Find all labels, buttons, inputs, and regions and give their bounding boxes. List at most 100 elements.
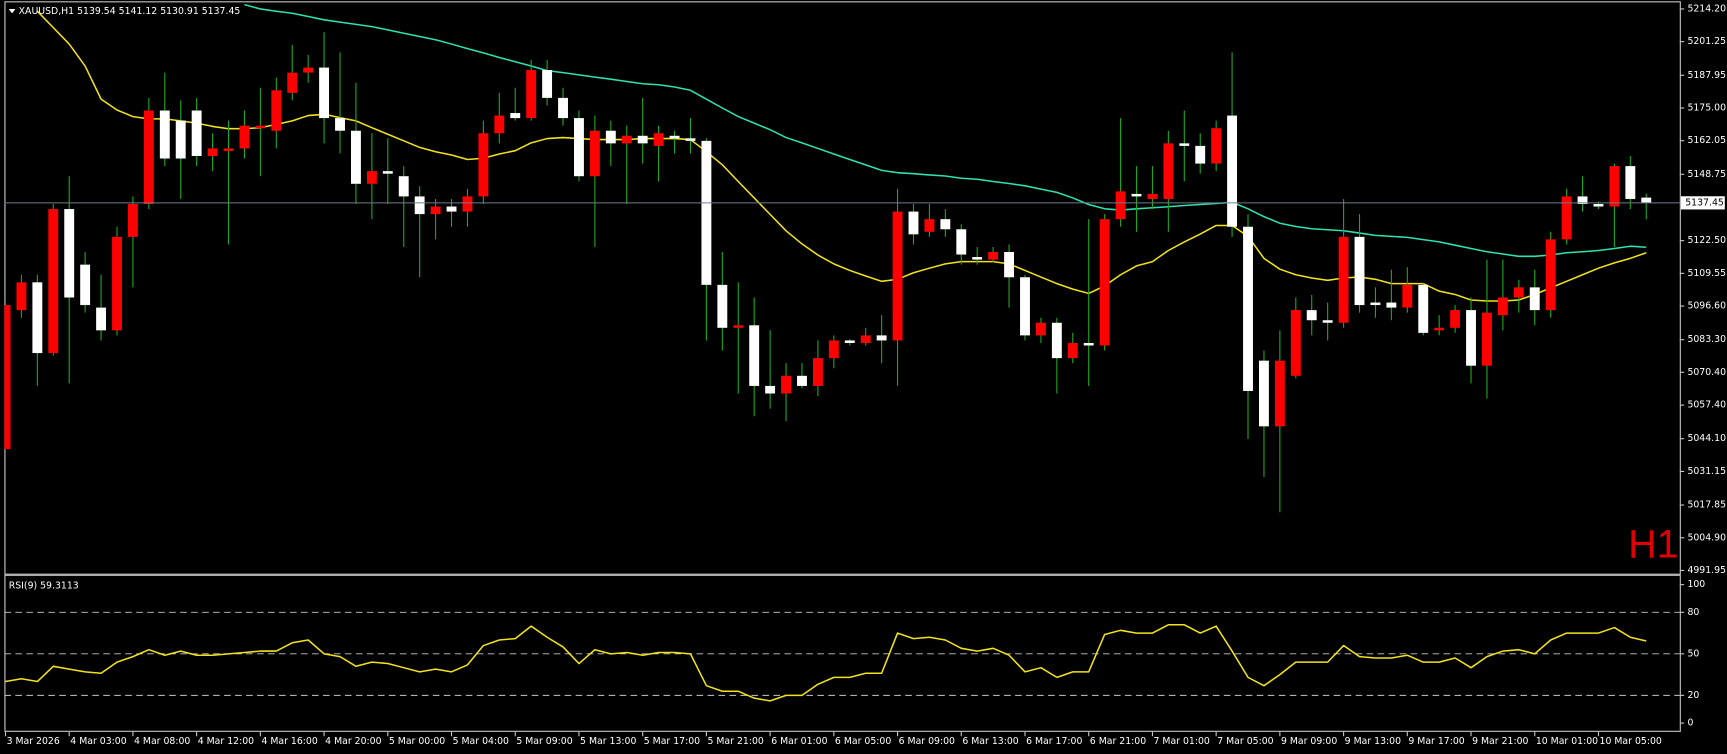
candle-body	[828, 340, 839, 359]
candle-body	[271, 90, 282, 131]
open-value: 5139.54	[77, 6, 116, 17]
candle-body	[1083, 342, 1094, 346]
y-tick-label: 50	[1687, 648, 1699, 659]
candle-body	[16, 282, 27, 311]
candle-body	[159, 110, 170, 159]
y-tick-label: 100	[1687, 579, 1705, 590]
y-tick-label: 0	[1687, 718, 1693, 729]
x-tick-label: 7 Mar 05:00	[1217, 736, 1273, 747]
candle-body	[303, 67, 314, 73]
y-tick-label: 80	[1687, 607, 1699, 618]
x-tick-label: 9 Mar 09:00	[1281, 736, 1337, 747]
y-tick-label: 5057.40	[1687, 400, 1726, 411]
candle-body	[637, 135, 648, 144]
candle-body	[781, 375, 791, 394]
candle-body	[494, 115, 505, 134]
x-tick-label: 10 Mar 01:00	[1536, 736, 1598, 747]
main-panel-frame	[4, 1, 1681, 575]
rsi-value: 59.3113	[40, 580, 79, 591]
candle-body	[32, 282, 43, 354]
candle-body	[1386, 302, 1397, 308]
candle-body	[1402, 284, 1413, 308]
candle-body	[1529, 287, 1540, 311]
x-tick-label: 6 Mar 13:00	[962, 736, 1018, 747]
candle-body	[1625, 166, 1636, 199]
candle-body	[239, 125, 250, 149]
candle-body	[956, 229, 967, 255]
candle-body	[1131, 193, 1142, 197]
candle-body	[526, 70, 537, 119]
candle-body	[1035, 322, 1046, 336]
rsi-name: RSI(9)	[9, 580, 37, 591]
y-tick-label: 5044.10	[1687, 433, 1726, 444]
x-tick-label: 4 Mar 20:00	[325, 736, 381, 747]
candle-body	[351, 130, 361, 184]
candle-body	[175, 120, 186, 159]
x-tick-label: 5 Mar 00:00	[389, 736, 445, 747]
rsi-header: RSI(9) 59.3113	[9, 580, 79, 591]
candle-body	[1227, 115, 1238, 227]
candle-body	[1641, 197, 1652, 203]
x-tick-label: 6 Mar 09:00	[899, 736, 955, 747]
candle-body	[812, 358, 823, 386]
rsi-line	[5, 624, 1647, 702]
candle-body	[876, 335, 887, 341]
candle-body	[589, 130, 600, 177]
low-value: 5130.91	[160, 6, 199, 17]
candle-body	[605, 130, 616, 144]
x-tick-label: 4 Mar 03:00	[70, 736, 126, 747]
candle-body	[972, 257, 983, 260]
candle-body	[1434, 327, 1445, 331]
candle-body	[765, 385, 776, 394]
candle-body	[988, 252, 999, 260]
candle-body	[510, 113, 521, 119]
x-tick-label: 5 Mar 17:00	[644, 736, 700, 747]
y-tick-label: 5083.30	[1687, 334, 1726, 345]
x-tick-label: 9 Mar 13:00	[1345, 736, 1401, 747]
candle-body	[319, 67, 330, 119]
candle-body	[1099, 219, 1110, 346]
candle-body	[112, 236, 122, 331]
candle-body	[287, 72, 298, 93]
candle-body	[1163, 143, 1174, 199]
candle-body	[223, 148, 234, 151]
candle-body	[48, 209, 59, 354]
y-tick-label: 5109.55	[1687, 268, 1726, 279]
candle-body	[1593, 204, 1604, 207]
x-tick-label: 5 Mar 04:00	[453, 736, 509, 747]
moving-average-line	[36, 10, 1647, 302]
x-tick-label: 4 Mar 12:00	[198, 736, 254, 747]
candle-body	[1482, 312, 1492, 366]
candle-body	[669, 135, 680, 139]
candle-body	[1466, 310, 1476, 366]
candle-body	[844, 340, 855, 343]
y-tick-label: 20	[1687, 690, 1699, 701]
candle-body	[1513, 287, 1524, 298]
candle-body	[908, 211, 919, 235]
y-tick-label: 5175.00	[1687, 102, 1726, 113]
candle-body	[478, 133, 489, 197]
candle-body	[96, 307, 107, 331]
candle-body	[366, 171, 377, 184]
candle-body	[1051, 322, 1062, 359]
candle-body	[335, 118, 345, 131]
y-tick-label: 5070.40	[1687, 367, 1726, 378]
candle-body	[462, 196, 473, 212]
candle-body	[685, 138, 696, 141]
timeframe-label: H1	[1628, 523, 1679, 567]
candle-body	[446, 206, 457, 212]
y-tick-label: 4991.95	[1687, 565, 1726, 576]
y-tick-label: 5017.85	[1687, 500, 1726, 511]
candle-body	[558, 97, 568, 119]
candle-body	[1004, 252, 1015, 278]
candle-body	[1561, 196, 1572, 240]
x-tick-label: 5 Mar 09:00	[516, 736, 572, 747]
y-tick-label: 5031.15	[1687, 466, 1726, 477]
x-tick-label: 9 Mar 17:00	[1408, 736, 1464, 747]
candle-body	[621, 135, 632, 144]
candle-body	[1497, 297, 1508, 316]
y-tick-label: 5162.05	[1687, 135, 1726, 146]
menu-triangle[interactable]	[8, 8, 16, 14]
y-tick-label: 5096.60	[1687, 301, 1726, 312]
x-tick-label: 5 Mar 13:00	[580, 736, 636, 747]
